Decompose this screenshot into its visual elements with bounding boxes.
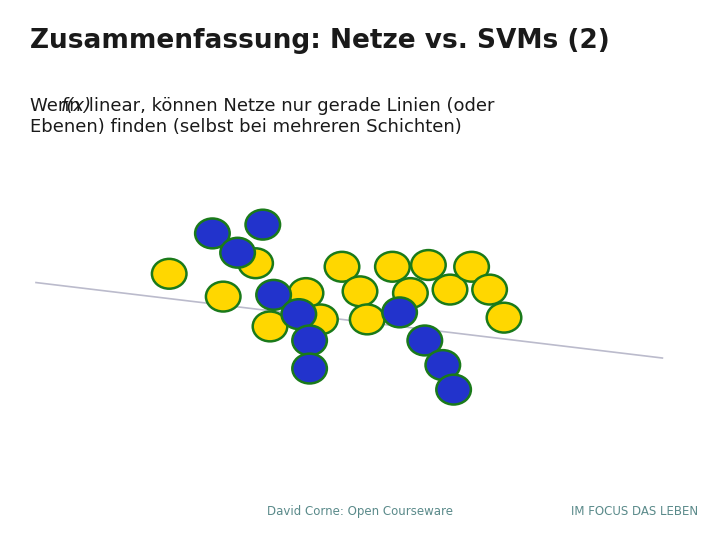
Ellipse shape (238, 248, 273, 278)
Ellipse shape (325, 252, 359, 282)
Ellipse shape (375, 252, 410, 282)
Text: linear, können Netze nur gerade Linien (oder: linear, können Netze nur gerade Linien (… (83, 97, 495, 115)
Ellipse shape (292, 326, 327, 355)
Ellipse shape (382, 298, 417, 327)
Text: Wenn: Wenn (30, 97, 86, 115)
Ellipse shape (253, 312, 287, 341)
Ellipse shape (487, 303, 521, 333)
Ellipse shape (246, 210, 280, 240)
Ellipse shape (436, 375, 471, 404)
Ellipse shape (426, 350, 460, 380)
Ellipse shape (472, 275, 507, 305)
Ellipse shape (411, 250, 446, 280)
Ellipse shape (393, 278, 428, 308)
Ellipse shape (289, 278, 323, 308)
Ellipse shape (220, 238, 255, 268)
Ellipse shape (343, 276, 377, 306)
Ellipse shape (152, 259, 186, 289)
Ellipse shape (195, 219, 230, 248)
Ellipse shape (206, 282, 240, 312)
Ellipse shape (454, 252, 489, 282)
Text: David Corne: Open Courseware: David Corne: Open Courseware (267, 505, 453, 518)
Ellipse shape (292, 354, 327, 383)
Ellipse shape (256, 280, 291, 310)
Ellipse shape (350, 305, 384, 334)
Ellipse shape (282, 299, 316, 329)
Text: Ebenen) finden (selbst bei mehreren Schichten): Ebenen) finden (selbst bei mehreren Schi… (30, 118, 462, 136)
Text: f(x): f(x) (61, 97, 92, 115)
Ellipse shape (303, 305, 338, 334)
Text: Zusammenfassung: Netze vs. SVMs (2): Zusammenfassung: Netze vs. SVMs (2) (30, 28, 610, 53)
Text: IM FOCUS DAS LEBEN: IM FOCUS DAS LEBEN (571, 505, 698, 518)
Ellipse shape (408, 326, 442, 355)
Ellipse shape (433, 275, 467, 305)
